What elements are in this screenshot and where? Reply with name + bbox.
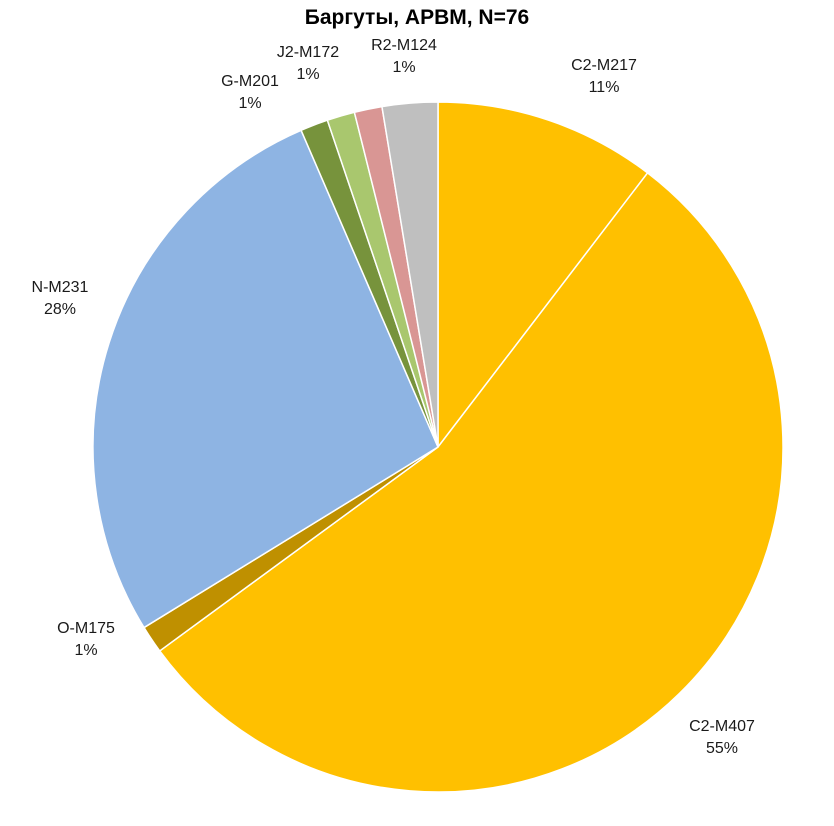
data-label-n-m231: N-M231 28%: [32, 279, 89, 318]
data-label-g-m201: G-M201 1%: [221, 73, 279, 112]
pie-slice-n-m231: [92, 129, 439, 629]
data-label-j2-m172: J2-M172 1%: [277, 44, 339, 83]
data-label-c2-m407: C2-M407 55%: [689, 718, 755, 757]
pie-slice-c2-m407: [158, 171, 784, 793]
chart-title: Баргуты, АРВМ, N=76: [304, 6, 530, 29]
pie-slice-unlabeled: [381, 101, 439, 448]
pie-slice-c2-m217: [437, 101, 649, 450]
data-label-o-m175: O-M175 1%: [57, 620, 115, 659]
data-label-r2-m124: R2-M124 1%: [371, 37, 437, 76]
data-label-c2-m217: C2-M217 11%: [571, 57, 637, 96]
